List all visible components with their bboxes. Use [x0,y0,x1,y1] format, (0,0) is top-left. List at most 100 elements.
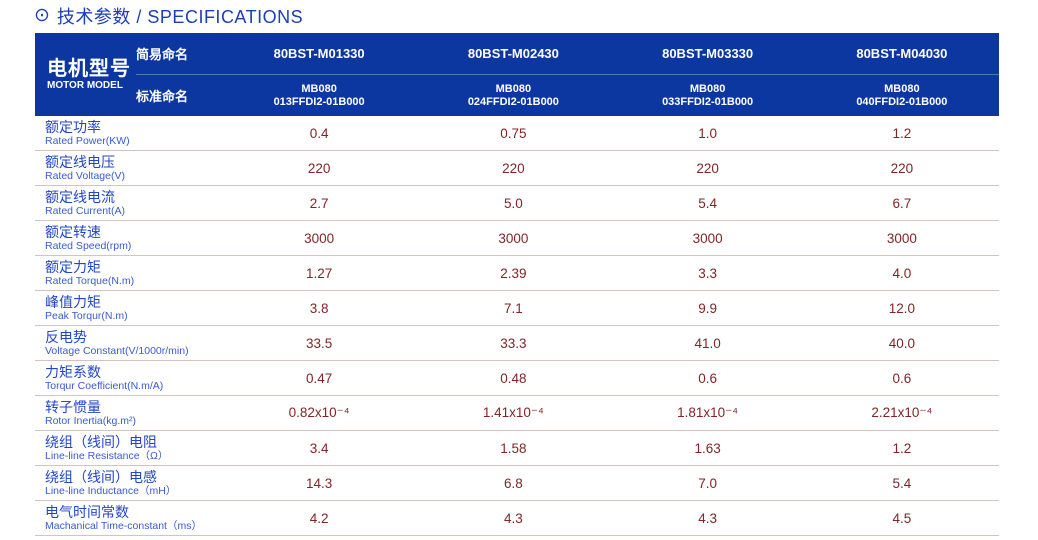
table-row: 额定转速 Rated Speed(rpm) 3000 3000 3000 3000 [35,221,999,256]
page-title: ⊙ 技术参数 / SPECIFICATIONS [34,3,303,29]
row-value: 40.0 [888,335,916,351]
standard-model-name: MB080 040FFDI2-01B000 [805,83,999,109]
row-label-en: Rated Power(KW) [45,135,130,147]
row-label: 绕组（线间）电感 Line-line Inductance（mH） [35,469,222,497]
row-value: 220 [890,160,914,176]
row-value: 7.0 [698,475,718,491]
table-row: 额定线电压 Rated Voltage(V) 220 220 220 220 [35,151,999,186]
simple-model-name: 80BST-M03330 [662,46,754,61]
row-value: 41.0 [694,335,721,351]
row-value: 3.4 [309,440,329,456]
standard-model-name: MB080 013FFDI2-01B000 [222,83,416,109]
row-value: 1.63 [694,440,721,456]
row-value: 3000 [498,230,529,246]
row-value: 2.7 [309,195,329,211]
row-value: 0.4 [309,125,329,141]
table-row: 额定功率 Rated Power(KW) 0.4 0.75 1.0 1.2 [35,116,999,151]
row-value: 0.48 [500,370,527,386]
row-value: 4.5 [892,510,912,526]
row-label-cn: 力矩系数 [45,364,101,380]
spec-table: 电机型号 MOTOR MODEL 简易命名 80BST-M01330 80BST-… [35,33,999,536]
row-value: 9.9 [698,300,718,316]
row-label: 额定线电流 Rated Current(A) [35,189,222,217]
motor-model-label-cn: 电机型号 [47,57,131,80]
table-row: 额定力矩 Rated Torque(N.m) 1.27 2.39 3.3 4.0 [35,256,999,291]
row-label: 绕组（线间）电阻 Line-line Resistance（Ω） [35,434,222,462]
table-header: 电机型号 MOTOR MODEL 简易命名 80BST-M01330 80BST-… [35,33,999,116]
row-value: 6.8 [503,475,523,491]
row-label-cn: 电气时间常数 [45,504,129,520]
row-value: 0.6 [698,370,718,386]
row-value: 7.1 [503,300,523,316]
standard-model-line1: MB080 [495,82,532,95]
row-value: 0.47 [305,370,333,386]
row-value: 220 [696,160,719,176]
row-value: 2.21x10⁻⁴ [871,405,933,420]
row-value: 5.4 [892,475,912,491]
standard-model-line1: MB080 [884,82,920,95]
table-row: 转子惯量 Rotor Inertia(kg.m²) 0.82x10⁻⁴ 1.41x10… [35,396,999,431]
simple-model-name: 80BST-M02430 [467,46,559,61]
row-value: 1.0 [698,125,718,141]
row-value: 3000 [304,230,335,246]
row-label-en: Rated Torque(N.m) [45,275,135,287]
row-value: 220 [307,160,331,176]
row-value: 4.0 [892,265,912,281]
header-right: 简易命名 80BST-M01330 80BST-M02430 80BST-M0333… [136,33,999,116]
row-label-en: Peak Torqur(N.m) [45,310,128,322]
table-row: 电气时间常数 Machanical Time-constant（ms） 4.2 4.3… [35,501,999,536]
row-label-cn: 转子惯量 [45,399,101,415]
row-value: 1.41x10⁻⁴ [482,405,544,420]
row-label-en: Machanical Time-constant（ms） [45,520,202,532]
page-title-text: 技术参数 / SPECIFICATIONS [56,7,304,27]
row-value: 220 [502,160,525,176]
row-value: 3000 [692,230,723,246]
row-label-en: Line-line Resistance（Ω） [45,450,169,462]
row-label-en: Rated Voltage(V) [45,170,125,182]
row-label: 反电势 Voltage Constant(V/1000r/min) [35,329,222,357]
row-label-cn: 额定线电流 [45,189,115,205]
row-value: 5.4 [698,195,718,211]
row-value: 3.8 [309,300,329,316]
table-row: 峰值力矩 Peak Torqur(N.m) 3.8 7.1 9.9 12.0 [35,291,999,326]
simple-model-name: 80BST-M01330 [273,46,365,61]
row-label-cn: 反电势 [45,329,87,345]
row-label-cn: 额定线电压 [45,154,115,170]
standard-model-name: MB080 024FFDI2-01B000 [416,83,610,109]
row-label: 额定转速 Rated Speed(rpm) [35,224,222,252]
row-value: 14.3 [305,475,333,491]
row-value: 6.7 [892,195,912,211]
row-value: 5.0 [503,195,523,211]
row-label-cn: 绕组（线间）电感 [45,469,157,485]
row-label-cn: 绕组（线间）电阻 [45,434,157,450]
standard-model-line2: 040FFDI2-01B000 [856,95,948,108]
row-label-cn: 峰值力矩 [45,294,101,310]
row-label: 转子惯量 Rotor Inertia(kg.m²) [35,399,222,427]
row-value: 0.82x10⁻⁴ [288,405,350,420]
motor-model-cell: 电机型号 MOTOR MODEL [35,33,136,116]
row-value: 1.58 [500,440,527,456]
row-label: 额定力矩 Rated Torque(N.m) [35,259,222,287]
row-value: 12.0 [888,300,916,316]
row-label-en: Rated Speed(rpm) [45,240,132,252]
standard-model-name: MB080 033FFDI2-01B000 [611,83,805,109]
table-row: 绕组（线间）电感 Line-line Inductance（mH） 14.3 6.8 7… [35,466,999,501]
row-label-cn: 额定功率 [45,119,101,135]
row-label-en: Voltage Constant(V/1000r/min) [45,345,189,357]
motor-model-label-en: MOTOR MODEL [47,79,123,91]
standard-model-line2: 033FFDI2-01B000 [662,95,754,108]
row-label: 额定功率 Rated Power(KW) [35,119,222,147]
simple-name-label: 简易命名 [136,47,189,62]
simple-name-row: 简易命名 80BST-M01330 80BST-M02430 80BST-M0333… [136,33,999,74]
row-label-cn: 额定力矩 [45,259,101,275]
standard-model-line1: MB080 [301,82,337,95]
row-value: 4.2 [309,510,329,526]
row-value: 33.5 [305,335,333,351]
row-value: 2.39 [500,265,527,281]
row-label-en: Torqur Coefficient(N.m/A) [45,380,164,392]
row-value: 33.3 [500,335,527,351]
table-row: 绕组（线间）电阻 Line-line Resistance（Ω） 3.4 1.58 1.… [35,431,999,466]
simple-model-name: 80BST-M04030 [856,46,948,61]
row-value: 3.3 [698,265,718,281]
